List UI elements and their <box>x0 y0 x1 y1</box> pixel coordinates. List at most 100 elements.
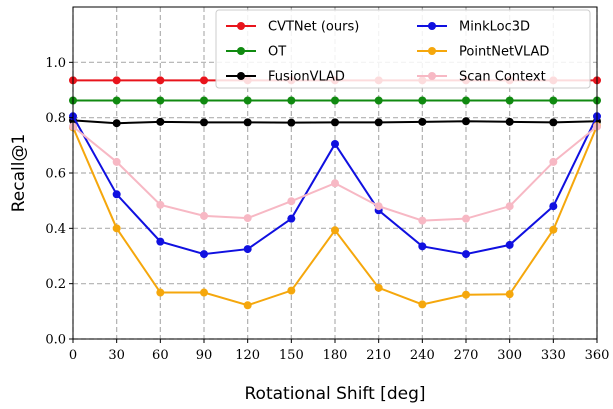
x-tick-label: 360 <box>585 348 610 363</box>
legend-item-fusionvlad: FusionVLAD <box>226 70 345 85</box>
data-point <box>112 157 121 166</box>
legend-swatch-marker <box>237 47 245 55</box>
data-point <box>243 301 252 310</box>
y-tick-label: 0.6 <box>45 167 66 182</box>
data-point <box>331 139 339 148</box>
data-point <box>112 119 121 128</box>
data-point <box>418 117 427 126</box>
data-point <box>112 190 121 199</box>
data-point <box>331 179 339 188</box>
data-point <box>418 216 427 225</box>
legend-box <box>215 9 591 89</box>
data-point <box>287 118 296 127</box>
y-tick-label: 0.0 <box>45 333 66 348</box>
legend-swatch-marker <box>428 72 436 80</box>
data-point <box>374 283 383 292</box>
data-point <box>200 211 208 220</box>
x-tick-label: 150 <box>279 348 304 363</box>
x-tick-label: 270 <box>454 348 479 363</box>
data-point <box>331 118 339 127</box>
data-point <box>112 224 121 233</box>
y-tick-label: 0.4 <box>45 222 66 237</box>
legend-label: CVTNet (ours) <box>268 20 359 35</box>
legend-label: Scan Context <box>459 70 546 85</box>
data-point <box>200 288 208 297</box>
data-point <box>112 96 121 105</box>
x-tick-label: 30 <box>108 348 125 363</box>
data-point <box>549 96 558 105</box>
x-tick-label: 90 <box>196 348 213 363</box>
y-axis-label: Recall@1 <box>9 134 29 213</box>
data-point <box>331 96 339 105</box>
legend-label: MinkLoc3D <box>459 20 530 35</box>
x-tick-label: 180 <box>323 348 348 363</box>
data-point <box>243 118 252 127</box>
legend-item-minkloc3d: MinkLoc3D <box>417 20 530 35</box>
data-point <box>549 202 558 211</box>
data-point <box>156 117 165 126</box>
series-ot <box>69 96 601 105</box>
data-point <box>287 214 296 223</box>
x-tick-label: 120 <box>235 348 260 363</box>
data-point <box>505 202 514 211</box>
x-tick-label: 210 <box>366 348 391 363</box>
x-tick-label: 240 <box>410 348 435 363</box>
x-tick-label: 60 <box>152 348 169 363</box>
data-point <box>156 76 165 85</box>
y-tick-label: 0.8 <box>45 111 66 126</box>
legend-item-cvtnet-ours: CVTNet (ours) <box>226 20 359 35</box>
data-point <box>287 96 296 105</box>
legend-swatch-marker <box>237 22 245 30</box>
data-point <box>549 118 558 127</box>
data-point <box>374 202 383 211</box>
data-point <box>243 245 252 254</box>
data-point <box>112 76 121 85</box>
data-point <box>418 300 427 309</box>
data-point <box>462 290 470 299</box>
data-point <box>156 237 165 246</box>
legend-item-ot: OT <box>226 45 286 60</box>
legend-swatch-marker <box>428 22 436 30</box>
legend-item-pointnetvlad: PointNetVLAD <box>417 45 549 60</box>
data-point <box>462 250 470 259</box>
data-point <box>200 118 208 127</box>
legend: CVTNet (ours) OT FusionVLAD MinkLoc3D PointN… <box>215 9 591 89</box>
data-point <box>462 214 470 223</box>
y-tick-label: 0.2 <box>45 277 66 292</box>
legend-label: PointNetVLAD <box>459 45 549 60</box>
data-point <box>200 250 208 259</box>
data-point <box>418 96 427 105</box>
legend-label: OT <box>268 45 286 60</box>
data-point <box>505 117 514 126</box>
data-point <box>374 118 383 127</box>
x-tick-label: 330 <box>541 348 566 363</box>
data-point <box>331 226 339 235</box>
x-tick-label: 0 <box>69 348 77 363</box>
x-tick-label: 300 <box>497 348 522 363</box>
data-point <box>243 96 252 105</box>
data-point <box>418 242 427 251</box>
legend-swatch-marker <box>428 47 436 55</box>
legend-label: FusionVLAD <box>268 70 345 85</box>
data-point <box>287 286 296 295</box>
legend-swatch-marker <box>237 72 245 80</box>
data-point <box>374 96 383 105</box>
data-point <box>200 76 208 85</box>
data-point <box>462 117 470 126</box>
data-point <box>156 288 165 297</box>
tick-labels: 0 30 60 90 120 150 180 210 240 270 300 330 360 0.0 0.2… <box>45 56 609 363</box>
data-point <box>287 197 296 206</box>
data-point <box>462 96 470 105</box>
data-point <box>156 96 165 105</box>
data-point <box>549 157 558 166</box>
data-point <box>505 290 514 299</box>
data-point <box>243 214 252 223</box>
data-point <box>156 200 165 209</box>
data-point <box>505 96 514 105</box>
x-axis-label: Rotational Shift [deg] <box>245 384 426 404</box>
data-point <box>200 96 208 105</box>
legend-item-scan-context: Scan Context <box>417 70 546 85</box>
y-tick-label: 1.0 <box>45 56 66 71</box>
data-point <box>505 240 514 249</box>
